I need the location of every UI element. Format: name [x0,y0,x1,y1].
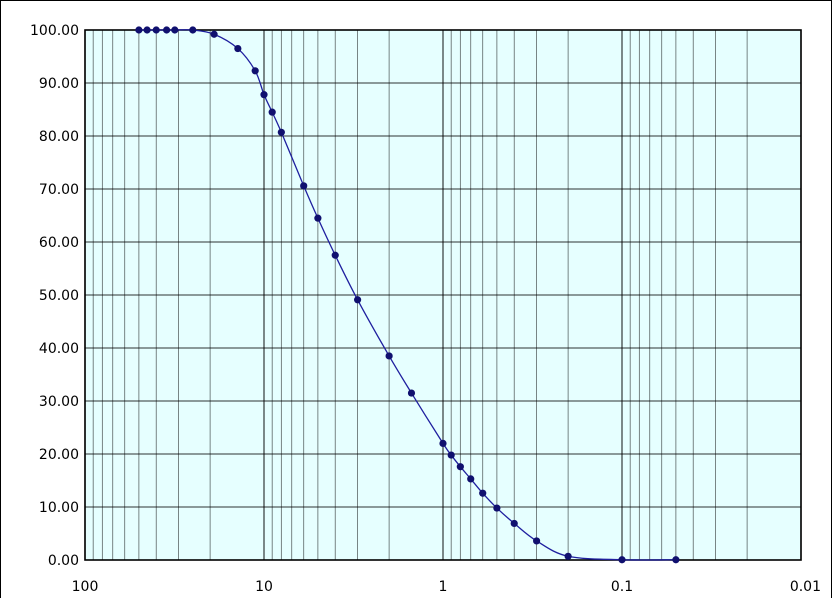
x-tick-label: 1 [439,579,448,595]
data-point [189,26,197,34]
data-point [479,489,487,497]
data-point [564,552,572,560]
data-point [152,26,160,34]
data-point [314,214,322,222]
y-tick-label: 70.00 [39,182,79,198]
data-point [143,26,151,34]
data-point [439,439,447,447]
y-tick-label: 20.00 [39,447,79,463]
data-point [268,108,276,116]
x-tick-label: 100 [72,579,99,595]
x-tick-label: 0.01 [790,579,821,595]
data-point [385,352,393,360]
data-point [171,26,179,34]
x-tick-label: 10 [255,579,273,595]
y-tick-label: 90.00 [39,76,79,92]
y-tick-label: 100.00 [30,23,79,39]
data-point [210,30,218,38]
y-tick-label: 80.00 [39,129,79,145]
data-point [234,44,242,53]
data-point [493,504,501,512]
data-point [277,128,285,136]
y-tick-label: 40.00 [39,341,79,357]
data-point [353,296,362,304]
data-point [163,26,171,34]
data-point [618,556,626,564]
data-point [407,389,416,397]
data-point [300,182,308,190]
y-tick-label: 10.00 [39,500,79,516]
data-point [331,251,339,259]
y-tick-label: 60.00 [39,235,79,251]
data-point [467,475,475,483]
data-point [456,463,464,471]
y-tick-label: 30.00 [39,394,79,410]
y-tick-label: 50.00 [39,288,79,304]
data-point [251,67,259,75]
data-point [447,451,455,459]
data-point [672,556,680,564]
data-point [135,26,143,34]
x-tick-label: 0.1 [611,579,633,595]
plot-border [84,29,802,561]
data-point [532,537,541,545]
data-point [510,519,518,528]
data-point [260,91,268,99]
y-tick-label: 0.00 [48,553,79,569]
